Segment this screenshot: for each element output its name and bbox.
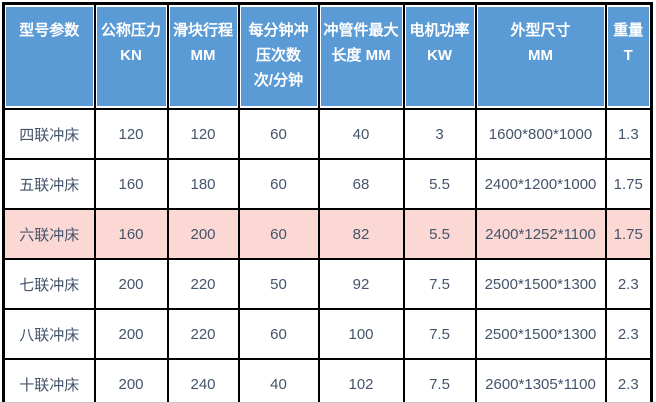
header-row: 型号参数 公称压力 KN 滑块行程 MM 每分钟冲 压次数 次/分钟 冲管件最大… xyxy=(2,2,653,110)
value-cell: 100 xyxy=(317,308,405,360)
header-strokes-per-minute: 每分钟冲 压次数 次/分钟 xyxy=(237,2,320,110)
table-body: 四联冲床 120 120 60 40 3 1600*800*1000 1.3 五… xyxy=(2,108,653,403)
value-cell: 2.3 xyxy=(604,308,653,360)
value-cell: 2600*1305*1100 xyxy=(474,358,607,403)
header-max-pipe-length: 冲管件最大 长度 MM xyxy=(317,2,405,110)
value-cell: 1.3 xyxy=(604,108,653,160)
value-cell: 220 xyxy=(166,258,240,310)
table-header: 型号参数 公称压力 KN 滑块行程 MM 每分钟冲 压次数 次/分钟 冲管件最大… xyxy=(2,2,653,110)
value-cell: 160 xyxy=(93,158,169,210)
header-nominal-pressure: 公称压力 KN xyxy=(93,2,169,110)
value-cell: 220 xyxy=(166,308,240,360)
model-cell: 八联冲床 xyxy=(2,308,96,360)
value-cell: 180 xyxy=(166,158,240,210)
table-row-silian: 四联冲床 120 120 60 40 3 1600*800*1000 1.3 xyxy=(2,108,653,160)
value-cell: 2500*1500*1300 xyxy=(474,258,607,310)
value-cell: 200 xyxy=(93,258,169,310)
value-cell: 5.5 xyxy=(402,158,477,210)
value-cell: 240 xyxy=(166,358,240,403)
value-cell: 2400*1200*1000 xyxy=(474,158,607,210)
value-cell: 2500*1500*1300 xyxy=(474,308,607,360)
table-row-shilian: 十联冲床 200 240 40 102 7.5 2600*1305*1100 2… xyxy=(2,358,653,403)
value-cell: 1600*800*1000 xyxy=(474,108,607,160)
value-cell: 1.75 xyxy=(604,208,653,260)
model-cell: 四联冲床 xyxy=(2,108,96,160)
table-row-balian: 八联冲床 200 220 60 100 7.5 2500*1500*1300 2… xyxy=(2,308,653,360)
value-cell: 60 xyxy=(237,108,320,160)
header-weight: 重量 T xyxy=(604,2,653,110)
header-model: 型号参数 xyxy=(2,2,96,110)
table-row-wulian: 五联冲床 160 180 60 68 5.5 2400*1200*1000 1.… xyxy=(2,158,653,210)
value-cell: 7.5 xyxy=(402,258,477,310)
table-row-liulian-highlighted: 六联冲床 160 200 60 82 5.5 2400*1252*1100 1.… xyxy=(2,208,653,260)
value-cell: 2400*1252*1100 xyxy=(474,208,607,260)
value-cell: 200 xyxy=(166,208,240,260)
value-cell: 40 xyxy=(237,358,320,403)
header-slide-stroke: 滑块行程 MM xyxy=(166,2,240,110)
header-motor-power: 电机功率 KW xyxy=(402,2,477,110)
table-row-qilian: 七联冲床 200 220 50 92 7.5 2500*1500*1300 2.… xyxy=(2,258,653,310)
value-cell: 68 xyxy=(317,158,405,210)
value-cell: 102 xyxy=(317,358,405,403)
value-cell: 1.75 xyxy=(604,158,653,210)
value-cell: 200 xyxy=(93,358,169,403)
value-cell: 2.3 xyxy=(604,258,653,310)
value-cell: 7.5 xyxy=(402,358,477,403)
header-dimensions: 外型尺寸 MM xyxy=(474,2,607,110)
value-cell: 60 xyxy=(237,158,320,210)
value-cell: 120 xyxy=(93,108,169,160)
value-cell: 82 xyxy=(317,208,405,260)
model-cell: 十联冲床 xyxy=(2,358,96,403)
value-cell: 92 xyxy=(317,258,405,310)
value-cell: 7.5 xyxy=(402,308,477,360)
value-cell: 3 xyxy=(402,108,477,160)
model-cell: 七联冲床 xyxy=(2,258,96,310)
value-cell: 5.5 xyxy=(402,208,477,260)
value-cell: 60 xyxy=(237,208,320,260)
value-cell: 200 xyxy=(93,308,169,360)
value-cell: 40 xyxy=(317,108,405,160)
model-cell: 五联冲床 xyxy=(2,158,96,210)
value-cell: 120 xyxy=(166,108,240,160)
model-cell: 六联冲床 xyxy=(2,208,96,260)
value-cell: 2.3 xyxy=(604,358,653,403)
value-cell: 160 xyxy=(93,208,169,260)
value-cell: 50 xyxy=(237,258,320,310)
value-cell: 60 xyxy=(237,308,320,360)
